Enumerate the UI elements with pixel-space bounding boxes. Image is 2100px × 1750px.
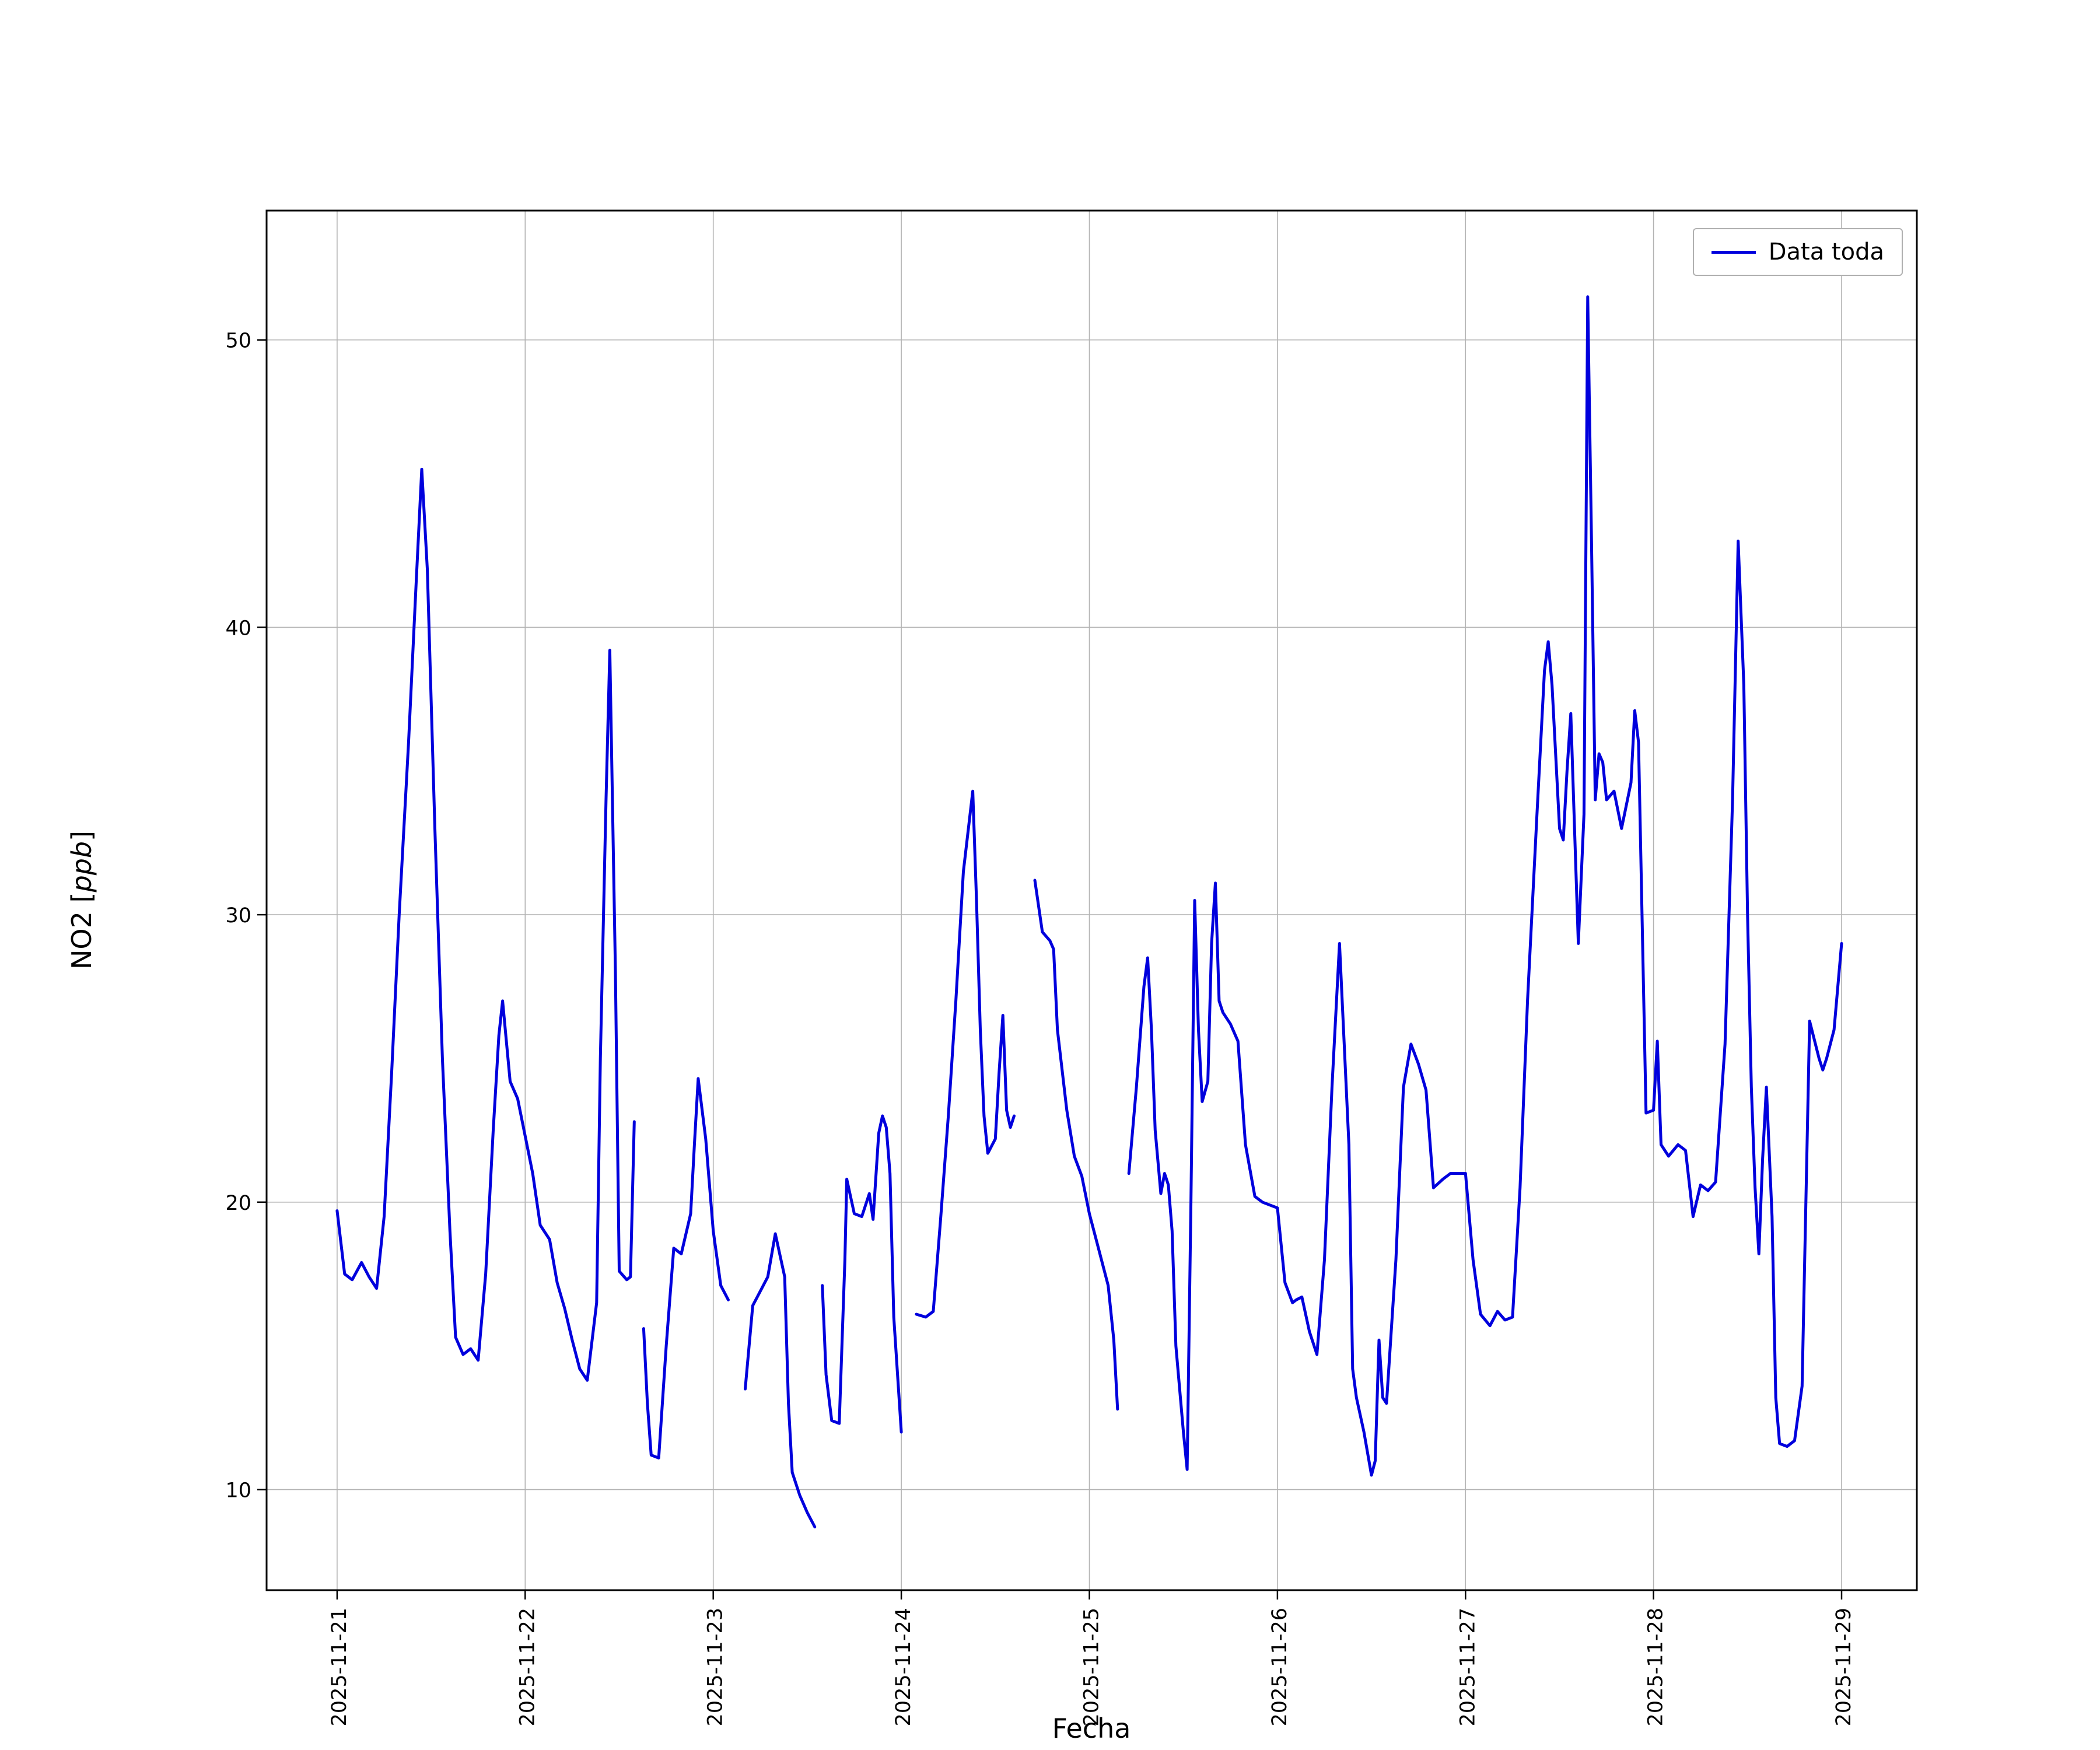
plot-border <box>265 209 1918 1591</box>
legend-line-sample <box>1711 250 1756 254</box>
x-tick-label: 2025-11-26 <box>1268 1608 1292 1726</box>
x-tick-label: 2025-11-28 <box>1644 1608 1668 1726</box>
x-tick-label: 2025-11-23 <box>704 1608 727 1726</box>
y-tick-label: 40 <box>225 617 251 640</box>
legend-label: Data toda <box>1768 239 1884 265</box>
y-axis-label-unit: ppb <box>66 841 97 892</box>
x-tick-label: 2025-11-25 <box>1080 1608 1104 1726</box>
y-axis-label-suffix: ] <box>66 830 97 841</box>
x-tick-label: 2025-11-29 <box>1832 1608 1856 1726</box>
data-line <box>335 295 1843 1529</box>
y-tick-label: 50 <box>225 330 251 353</box>
x-axis-label: Fecha <box>1052 1713 1131 1744</box>
x-tick-label: 2025-11-27 <box>1456 1608 1479 1726</box>
y-axis-label-prefix: NO2 [ <box>66 892 97 970</box>
y-tick-label: 10 <box>225 1479 251 1503</box>
x-tick-label: 2025-11-21 <box>328 1608 351 1726</box>
legend[interactable]: Data toda <box>1692 228 1903 276</box>
x-tick-label: 2025-11-22 <box>516 1608 539 1726</box>
y-tick-label: 20 <box>225 1192 251 1215</box>
y-axis-label: NO2 [ppb] <box>66 831 97 970</box>
y-tick-label: 30 <box>225 904 251 928</box>
x-tick-label: 2025-11-24 <box>892 1608 915 1726</box>
